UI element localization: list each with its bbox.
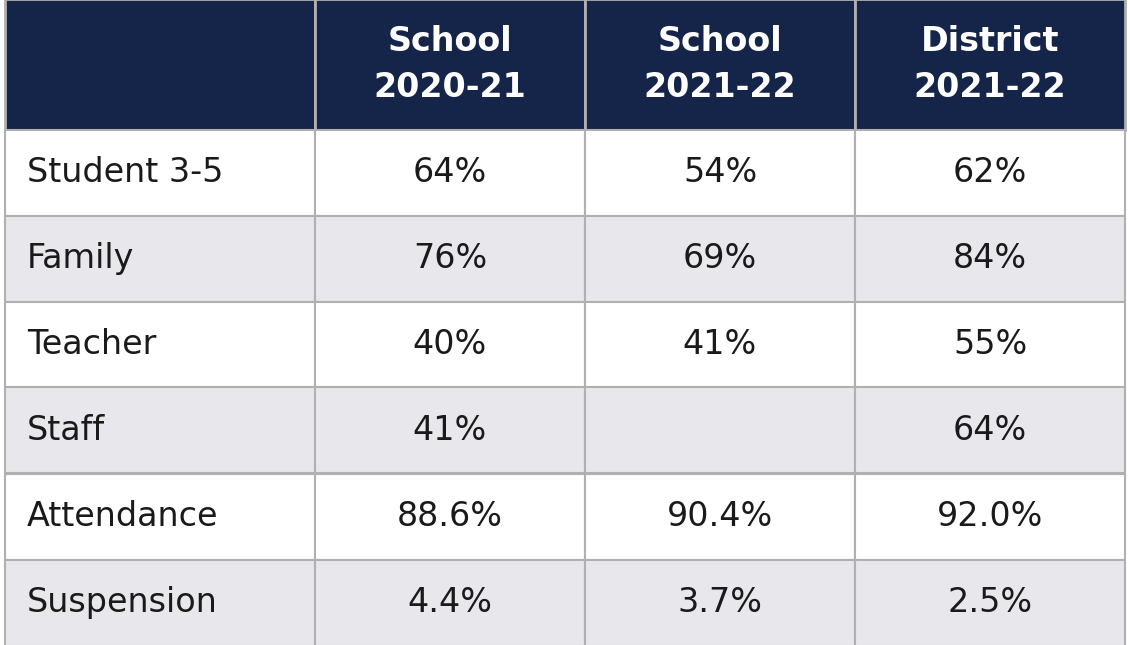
Text: 64%: 64% [953,414,1027,447]
Bar [5,130,315,215]
Bar [315,0,585,130]
Bar [585,0,855,130]
Text: 84%: 84% [953,242,1027,275]
Text: Student 3-5: Student 3-5 [27,156,224,189]
Bar [585,559,855,645]
Text: Suspension: Suspension [27,586,218,619]
Bar [5,388,315,473]
Text: School
2020-21: School 2020-21 [374,25,527,104]
Text: Staff: Staff [27,414,105,447]
Bar [855,215,1125,301]
Text: 90.4%: 90.4% [667,500,773,533]
Bar [585,130,855,215]
Bar [5,473,315,559]
Text: 3.7%: 3.7% [678,586,763,619]
Text: 54%: 54% [683,156,757,189]
Bar [855,0,1125,130]
Bar [5,301,315,388]
Bar [585,301,855,388]
Text: 41%: 41% [683,328,757,361]
Text: 64%: 64% [412,156,487,189]
Bar [315,130,585,215]
Text: 41%: 41% [412,414,487,447]
Bar [315,388,585,473]
Bar [315,215,585,301]
Bar [315,559,585,645]
Bar [5,0,315,130]
Text: 88.6%: 88.6% [397,500,503,533]
Text: Attendance: Attendance [27,500,218,533]
Bar [315,473,585,559]
Bar [585,388,855,473]
Bar [315,301,585,388]
Bar [585,215,855,301]
Bar [855,130,1125,215]
Bar [5,559,315,645]
Bar [855,388,1125,473]
Text: 92.0%: 92.0% [937,500,1043,533]
Text: 55%: 55% [953,328,1027,361]
Text: 40%: 40% [412,328,487,361]
Bar [855,473,1125,559]
Bar [585,473,855,559]
Text: School
2021-22: School 2021-22 [644,25,797,104]
Text: Teacher: Teacher [27,328,156,361]
Bar [855,301,1125,388]
Text: 2.5%: 2.5% [947,586,1033,619]
Text: 4.4%: 4.4% [408,586,493,619]
Text: 69%: 69% [683,242,757,275]
Text: District
2021-22: District 2021-22 [914,25,1067,104]
Text: Family: Family [27,242,134,275]
Text: 76%: 76% [412,242,487,275]
Bar [855,559,1125,645]
Text: 62%: 62% [953,156,1027,189]
Bar [5,215,315,301]
